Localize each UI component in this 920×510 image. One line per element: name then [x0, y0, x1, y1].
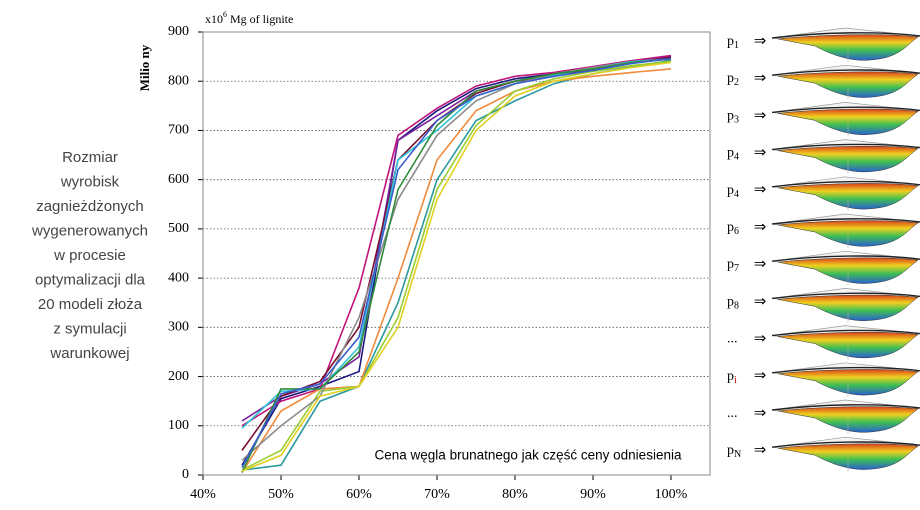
pit-base: p	[727, 369, 734, 384]
pit-base: ...	[727, 332, 738, 347]
pit-image	[772, 363, 920, 397]
pit-sub: 3	[734, 115, 739, 126]
x-tick-label: 90%	[580, 487, 606, 502]
chart: x106 Mg of lignite Milio ny Rozmiarwyrob…	[0, 0, 920, 510]
pit-image	[772, 437, 920, 471]
y-tick-label: 400	[168, 270, 189, 285]
pit-base: ...	[727, 406, 738, 421]
pit-image	[772, 251, 920, 285]
series-line	[242, 63, 671, 472]
pit-base: p	[727, 257, 734, 272]
pit-label: p8	[727, 295, 739, 312]
pit-image	[772, 28, 920, 62]
side-text-line: w procesie	[53, 247, 126, 264]
pit-label: p6	[727, 220, 739, 237]
x-tick-label: 50%	[268, 487, 294, 502]
y-tick-label: 200	[168, 369, 189, 384]
pit-image	[772, 326, 920, 360]
pit-label: pN	[727, 443, 741, 460]
pit-base: p	[727, 183, 734, 198]
y-tick-label: 500	[168, 221, 189, 236]
y-axis-label: Milio ny	[137, 44, 152, 91]
unit-pre: x10	[205, 12, 223, 26]
side-text-line: zagnieżdżonych	[36, 198, 144, 215]
pit-label: p1	[727, 34, 739, 51]
pit-arrow: ⇒	[754, 331, 767, 347]
pit-sub: 4	[734, 152, 739, 163]
pit-arrow: ⇒	[754, 33, 767, 49]
pit-arrow: ⇒	[754, 294, 767, 310]
side-text-line: optymalizacji dla	[35, 271, 146, 288]
pit-base: p	[727, 146, 734, 161]
pit-arrow: ⇒	[754, 71, 767, 87]
side-text-line: 20 modeli złoża	[38, 296, 143, 313]
pit-base: p	[727, 443, 734, 458]
pit-base: p	[727, 109, 734, 124]
plot-frame	[203, 32, 710, 475]
pit-sub: 6	[734, 226, 739, 237]
unit-label: x106 Mg of lignite	[205, 10, 293, 26]
side-text-line: wygenerowanych	[31, 222, 148, 239]
pit-base: p	[727, 295, 734, 310]
pit-arrow: ⇒	[754, 108, 767, 124]
y-tick-label: 100	[168, 418, 189, 433]
side-text-line: Rozmiar	[62, 149, 118, 166]
pit-image	[772, 288, 920, 322]
pit-sub: 1	[734, 40, 739, 51]
pit-sub: 7	[734, 263, 739, 274]
y-tick-label: 800	[168, 73, 189, 88]
series-line	[242, 61, 671, 471]
y-tick-label: 900	[168, 24, 189, 39]
series-line	[242, 56, 671, 426]
y-tick-label: 700	[168, 123, 189, 138]
series-line	[242, 59, 671, 460]
series-line	[242, 58, 671, 421]
pit-image	[772, 214, 920, 248]
pit-arrow: ⇒	[754, 443, 767, 459]
pit-base: p	[727, 71, 734, 86]
side-text-line: z symulacji	[53, 320, 126, 337]
pit-label: p4	[727, 183, 739, 200]
pit-sub: 4	[734, 189, 739, 200]
pit-arrow: ⇒	[754, 182, 767, 198]
pit-arrow: ⇒	[754, 219, 767, 235]
pit-base: p	[727, 34, 734, 49]
annotation: Cena węgla brunatnego jak część ceny odn…	[375, 448, 682, 463]
pit-label: pi	[727, 369, 737, 386]
y-tick-label: 300	[168, 320, 189, 335]
pit-sub: N	[734, 449, 741, 460]
pit-arrow: ⇒	[754, 145, 767, 161]
pit-image	[772, 102, 920, 136]
pit-arrow: ⇒	[754, 257, 767, 273]
pit-image	[772, 65, 920, 99]
pit-image	[772, 140, 920, 174]
x-tick-label: 60%	[346, 487, 372, 502]
pit-label: p3	[727, 109, 739, 126]
pit-label: ...	[727, 332, 738, 347]
unit-post: Mg of lignite	[227, 12, 293, 26]
x-tick-label: 40%	[190, 487, 216, 502]
series-line	[242, 59, 671, 428]
x-tick-label: 80%	[502, 487, 528, 502]
pit-image	[772, 400, 920, 434]
pit-label: p7	[727, 257, 739, 274]
pit-sub: 8	[734, 301, 739, 312]
series-line	[242, 59, 671, 472]
pit-arrow: ⇒	[754, 405, 767, 421]
pit-image	[772, 177, 920, 211]
pit-sub: i	[734, 375, 737, 386]
pit-label: p4	[727, 146, 739, 163]
pit-label: p2	[727, 71, 739, 88]
y-tick-label: 600	[168, 172, 189, 187]
x-tick-label: 70%	[424, 487, 450, 502]
side-text-line: warunkowej	[49, 345, 129, 362]
pit-label: ...	[727, 406, 738, 421]
x-tick-label: 100%	[655, 487, 688, 502]
y-tick-label: 0	[182, 467, 189, 482]
pit-sub: 2	[734, 77, 739, 88]
pit-arrow: ⇒	[754, 368, 767, 384]
pit-base: p	[727, 220, 734, 235]
series-line	[242, 62, 671, 471]
side-text-line: wyrobisk	[60, 173, 120, 190]
